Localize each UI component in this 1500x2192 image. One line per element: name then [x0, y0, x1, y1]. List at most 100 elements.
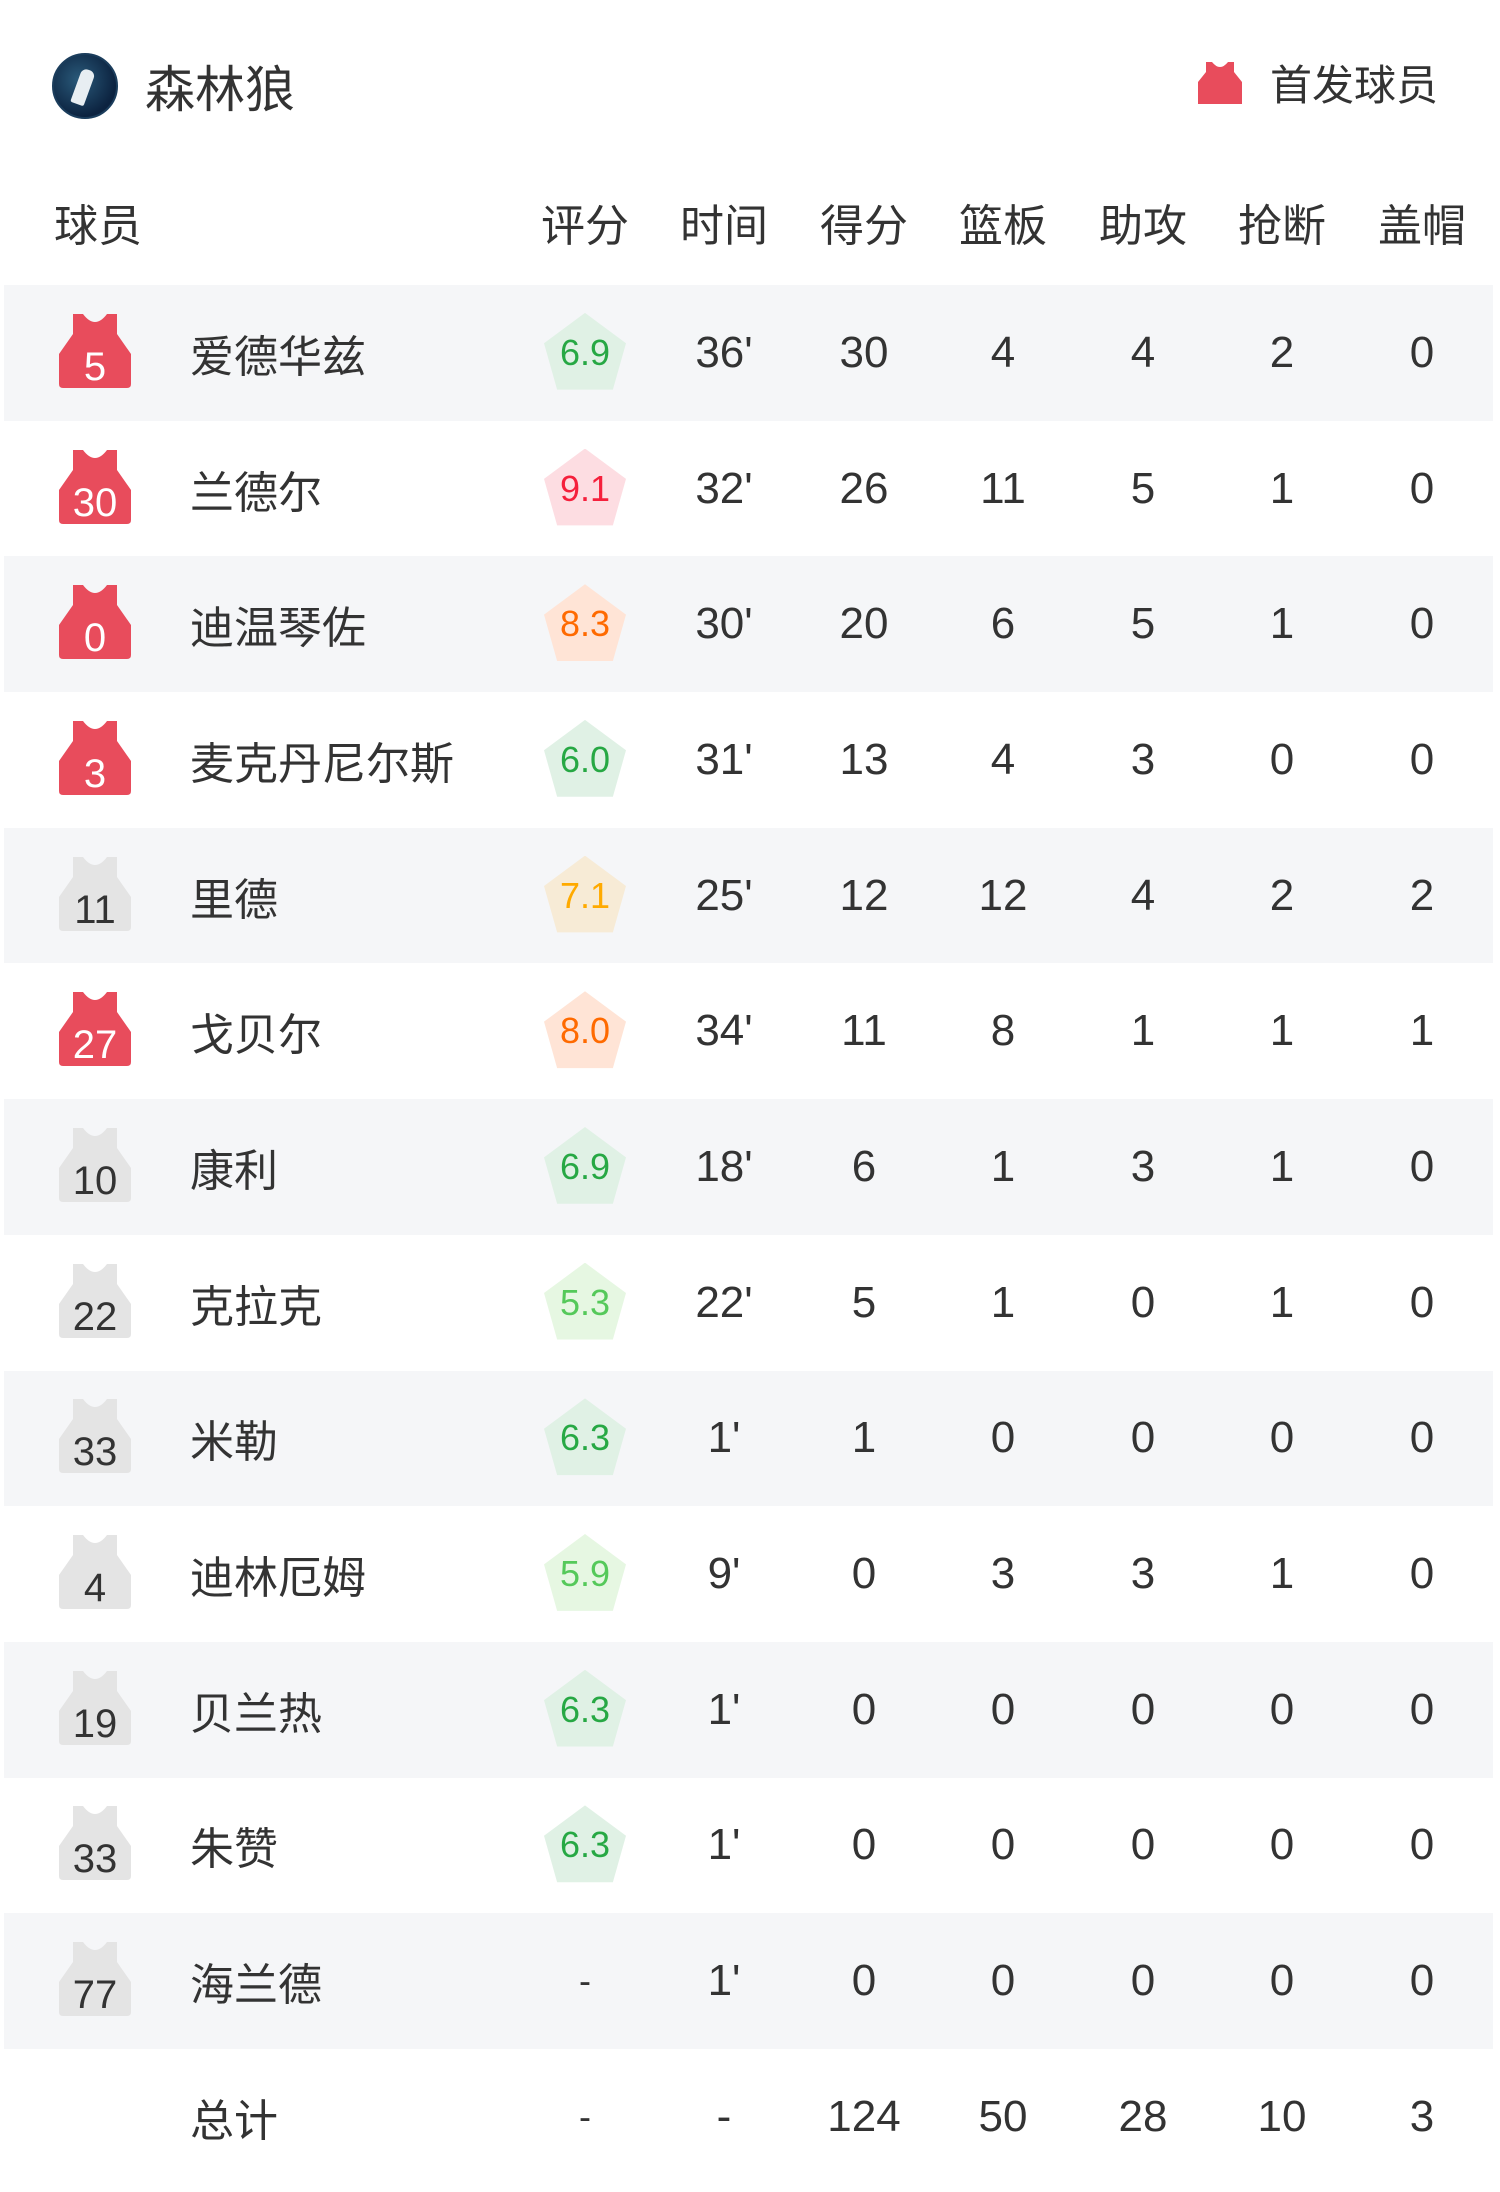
jersey-number: 27: [72, 1023, 118, 1068]
stat-blk: 0: [1409, 1820, 1435, 1870]
table-row[interactable]: 19 贝兰热 6.3 1' 0 0 0 0 0: [4, 1641, 1493, 1778]
player-name: 海兰德: [190, 1960, 322, 2012]
stat-stl: 0: [1269, 1684, 1295, 1734]
rating-badge: 6.0: [544, 719, 626, 797]
stat-blk: 0: [1409, 1684, 1435, 1734]
stat-time: 32': [695, 463, 753, 513]
stat-pts: 0: [851, 1549, 877, 1599]
stat-stl: 0: [1269, 1820, 1295, 1870]
table-row[interactable]: 0 迪温琴佐 8.3 30' 20 6 5 1 0: [4, 556, 1493, 693]
table-row[interactable]: 4 迪林厄姆 5.9 9' 0 3 3 1 0: [4, 1506, 1493, 1642]
column-header[interactable]: 评分: [541, 201, 629, 252]
stat-blk: 0: [1409, 327, 1435, 377]
stat-ast: 5: [1130, 599, 1156, 649]
stat-stl: 1: [1269, 599, 1295, 649]
stat-pts: 1: [851, 1413, 877, 1463]
player-name: 米勒: [190, 1417, 278, 1469]
starter-legend: 首发球员: [1197, 52, 1438, 113]
table-row[interactable]: 77 海兰德 - 1' 0 0 0 0 0: [4, 1913, 1493, 2049]
rating-badge: 5.3: [544, 1262, 626, 1340]
stat-pts: 0: [851, 1684, 877, 1734]
column-header[interactable]: 抢断: [1238, 201, 1326, 252]
table-row[interactable]: 10 康利 6.9 18' 6 1 3 1 0: [4, 1099, 1493, 1235]
jersey-icon: 10: [59, 1126, 131, 1203]
column-header[interactable]: 时间: [680, 201, 768, 252]
stat-stl: 1: [1269, 1549, 1295, 1599]
column-header[interactable]: 篮板: [959, 201, 1047, 252]
stat-reb: 1: [990, 1141, 1016, 1191]
rating-badge: 6.3: [544, 1398, 626, 1476]
rating-badge: -: [579, 2095, 591, 2137]
rating-badge: 7.1: [544, 855, 626, 933]
stat-blk: 0: [1409, 463, 1435, 513]
jersey-number: 22: [72, 1294, 118, 1339]
jersey-number: 5: [83, 344, 107, 389]
stat-ast: 4: [1130, 327, 1156, 377]
stat-blk: 0: [1409, 734, 1435, 784]
player-name: 爱德华兹: [190, 331, 366, 383]
stat-ast: 4: [1130, 870, 1156, 920]
rating-badge: -: [579, 1960, 591, 2002]
stat-reb: 0: [990, 1684, 1016, 1734]
column-header[interactable]: 球员: [54, 201, 142, 252]
team-name: 森林狼: [145, 61, 295, 119]
stat-stl: 10: [1257, 2091, 1307, 2141]
player-name: 迪林厄姆: [190, 1553, 366, 1605]
table-row[interactable]: 33 朱赞 6.3 1' 0 0 0 0 0: [4, 1778, 1493, 1914]
stat-time: 18': [695, 1141, 753, 1191]
table-row[interactable]: 3 麦克丹尼尔斯 6.0 31' 13 4 3 0 0: [4, 692, 1493, 828]
table-row[interactable]: 11 里德 7.1 25' 12 12 4 2 2: [4, 827, 1493, 964]
stat-time: 36': [695, 327, 753, 377]
table-row[interactable]: 22 克拉克 5.3 22' 5 1 0 1 0: [4, 1235, 1493, 1371]
table-row[interactable]: 33 米勒 6.3 1' 1 0 0 0 0: [4, 1370, 1493, 1507]
player-name: 康利: [190, 1145, 278, 1197]
stat-time: 1': [707, 1413, 741, 1463]
stat-stl: 1: [1269, 1006, 1295, 1056]
stat-reb: 0: [990, 1820, 1016, 1870]
stat-reb: 1: [990, 1277, 1016, 1327]
stat-time: 1': [707, 1684, 741, 1734]
stat-ast: 28: [1118, 2091, 1168, 2141]
player-table: 5 爱德华兹 6.9 36' 30 4 4 2 0 30 兰德尔 9.1 32' 26 11 5 1 0 0 迪温琴佐…: [4, 285, 1493, 2185]
stat-blk: 0: [1409, 1141, 1435, 1191]
table-row[interactable]: 5 爱德华兹 6.9 36' 30 4 4 2 0: [4, 285, 1493, 421]
column-header[interactable]: 盖帽: [1378, 201, 1466, 252]
table-row[interactable]: 27 戈贝尔 8.0 34' 11 8 1 1 1: [4, 963, 1493, 1099]
jersey-icon: 27: [59, 990, 131, 1068]
jersey-number: 30: [72, 480, 118, 525]
stat-reb: 0: [990, 1956, 1016, 2006]
legend-label: 首发球员: [1269, 61, 1438, 110]
jersey-number: 33: [72, 1430, 118, 1475]
player-name: 贝兰热: [190, 1688, 322, 1740]
stat-blk: 0: [1409, 1956, 1435, 2006]
stat-pts: 5: [851, 1277, 877, 1327]
stat-stl: 0: [1269, 1413, 1295, 1463]
stat-time: 9': [707, 1549, 741, 1599]
rating-badge: 6.9: [544, 1126, 626, 1204]
stat-stl: 2: [1269, 327, 1295, 377]
stat-pts: 26: [839, 463, 889, 513]
stat-ast: 5: [1130, 463, 1156, 513]
jersey-icon: 19: [59, 1669, 131, 1746]
column-header[interactable]: 助攻: [1099, 201, 1187, 252]
stat-ast: 0: [1130, 1956, 1156, 2006]
stat-stl: 1: [1269, 463, 1295, 513]
stat-reb: 0: [990, 1413, 1016, 1463]
stat-time: 31': [695, 734, 753, 784]
stat-pts: 12: [839, 870, 889, 920]
stat-ast: 0: [1130, 1820, 1156, 1870]
table-row[interactable]: 30 兰德尔 9.1 32' 26 11 5 1 0: [4, 421, 1493, 557]
stat-time: 30': [695, 599, 753, 649]
stat-ast: 0: [1130, 1413, 1156, 1463]
stat-blk: 0: [1409, 1413, 1435, 1463]
jersey-icon: 33: [59, 1397, 131, 1475]
stat-pts: 20: [839, 599, 889, 649]
stat-ast: 3: [1130, 1549, 1156, 1599]
player-name: 里德: [190, 874, 278, 926]
rating-badge: 6.3: [544, 1669, 626, 1747]
total-row: 总计 - - 124 50 28 10 3: [4, 2049, 1493, 2185]
stat-reb: 12: [978, 870, 1028, 920]
jersey-number: 33: [72, 1837, 118, 1882]
column-header[interactable]: 得分: [820, 201, 908, 252]
player-name: 迪温琴佐: [190, 603, 366, 655]
